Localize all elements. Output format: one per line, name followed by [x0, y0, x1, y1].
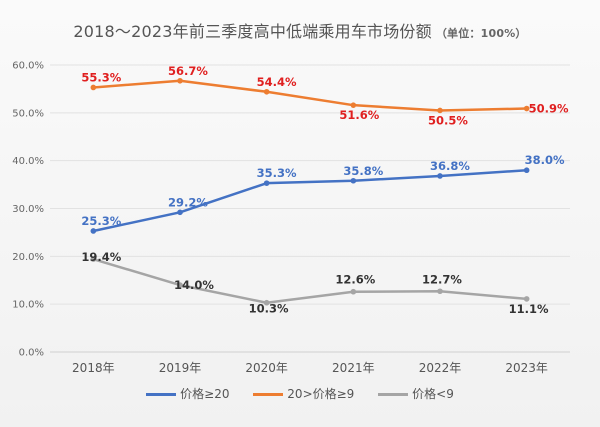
y-tick-label: 0.0%	[19, 348, 44, 359]
data-point	[437, 107, 443, 114]
series-line-2	[92, 258, 527, 304]
legend-swatch-mid	[253, 393, 284, 396]
data-label: 56.7%	[168, 64, 208, 78]
data-label: 50.5%	[428, 113, 468, 127]
data-point	[523, 167, 530, 174]
data-label: 29.2%	[168, 195, 208, 209]
legend-label-mid: 20>价格≥9	[287, 387, 355, 401]
data-point	[263, 88, 270, 95]
data-point	[177, 282, 183, 288]
y-tick-label: 10.0%	[12, 300, 44, 311]
data-point	[263, 299, 270, 306]
data-label: 36.8%	[430, 159, 470, 173]
x-tick-label: 2022年	[419, 361, 462, 375]
x-tick-label: 2021年	[332, 361, 375, 375]
data-point	[90, 84, 97, 91]
x-tick-label: 2018年	[72, 361, 115, 375]
data-point	[90, 228, 97, 234]
data-point	[350, 102, 357, 108]
x-tick-label: 2019年	[159, 361, 202, 375]
data-label: 25.3%	[81, 214, 121, 228]
data-label: 54.4%	[257, 75, 297, 89]
chart-title-text: 2018～2023年前三季度高中低端乘用车市场份额	[73, 22, 432, 41]
data-label: 10.3%	[249, 302, 289, 316]
legend-swatch-low	[378, 393, 409, 396]
data-label: 50.9%	[529, 102, 569, 116]
data-label: 51.6%	[339, 108, 379, 122]
legend-label-high: 价格≥20	[180, 387, 230, 401]
data-label: 14.0%	[174, 278, 214, 292]
legend-item-high[interactable]: 价格≥20	[146, 385, 229, 402]
y-tick-label: 40.0%	[12, 156, 44, 167]
chart-title: 2018～2023年前三季度高中低端乘用车市场份额 （单位：100%）	[0, 18, 600, 42]
data-label: 35.8%	[343, 164, 383, 178]
data-point	[177, 209, 183, 216]
data-point	[523, 296, 530, 302]
data-point	[350, 288, 357, 295]
series-line-0	[93, 168, 527, 233]
data-point	[177, 77, 183, 84]
data-label: 12.7%	[422, 272, 462, 286]
data-label: 38.0%	[525, 153, 565, 167]
legend-item-mid[interactable]: 20>价格≥9	[253, 385, 354, 402]
data-point	[90, 256, 97, 263]
chart-legend: 价格≥20 20>价格≥9 价格<9	[0, 385, 600, 402]
y-tick-label: 20.0%	[12, 252, 44, 263]
data-label: 55.3%	[81, 70, 121, 84]
x-tick-label: 2023年	[505, 361, 548, 375]
data-point	[523, 105, 530, 112]
legend-label-low: 价格<9	[412, 387, 454, 401]
legend-item-low[interactable]: 价格<9	[378, 385, 454, 402]
data-label: 35.3%	[257, 166, 297, 180]
data-point	[350, 177, 357, 184]
series-line-1	[93, 79, 527, 112]
data-label: 19.4%	[81, 250, 121, 264]
y-tick-label: 50.0%	[12, 108, 44, 119]
data-point	[263, 180, 270, 186]
data-label: 12.6%	[335, 273, 375, 287]
data-label: 11.1%	[509, 302, 549, 316]
y-tick-label: 60.0%	[12, 61, 44, 72]
chart-unit-note: （单位：100%）	[435, 27, 527, 40]
y-tick-label: 30.0%	[12, 204, 44, 215]
data-point	[437, 288, 443, 295]
legend-swatch-high	[146, 393, 177, 396]
data-point	[437, 173, 443, 179]
x-tick-label: 2020年	[245, 361, 288, 375]
